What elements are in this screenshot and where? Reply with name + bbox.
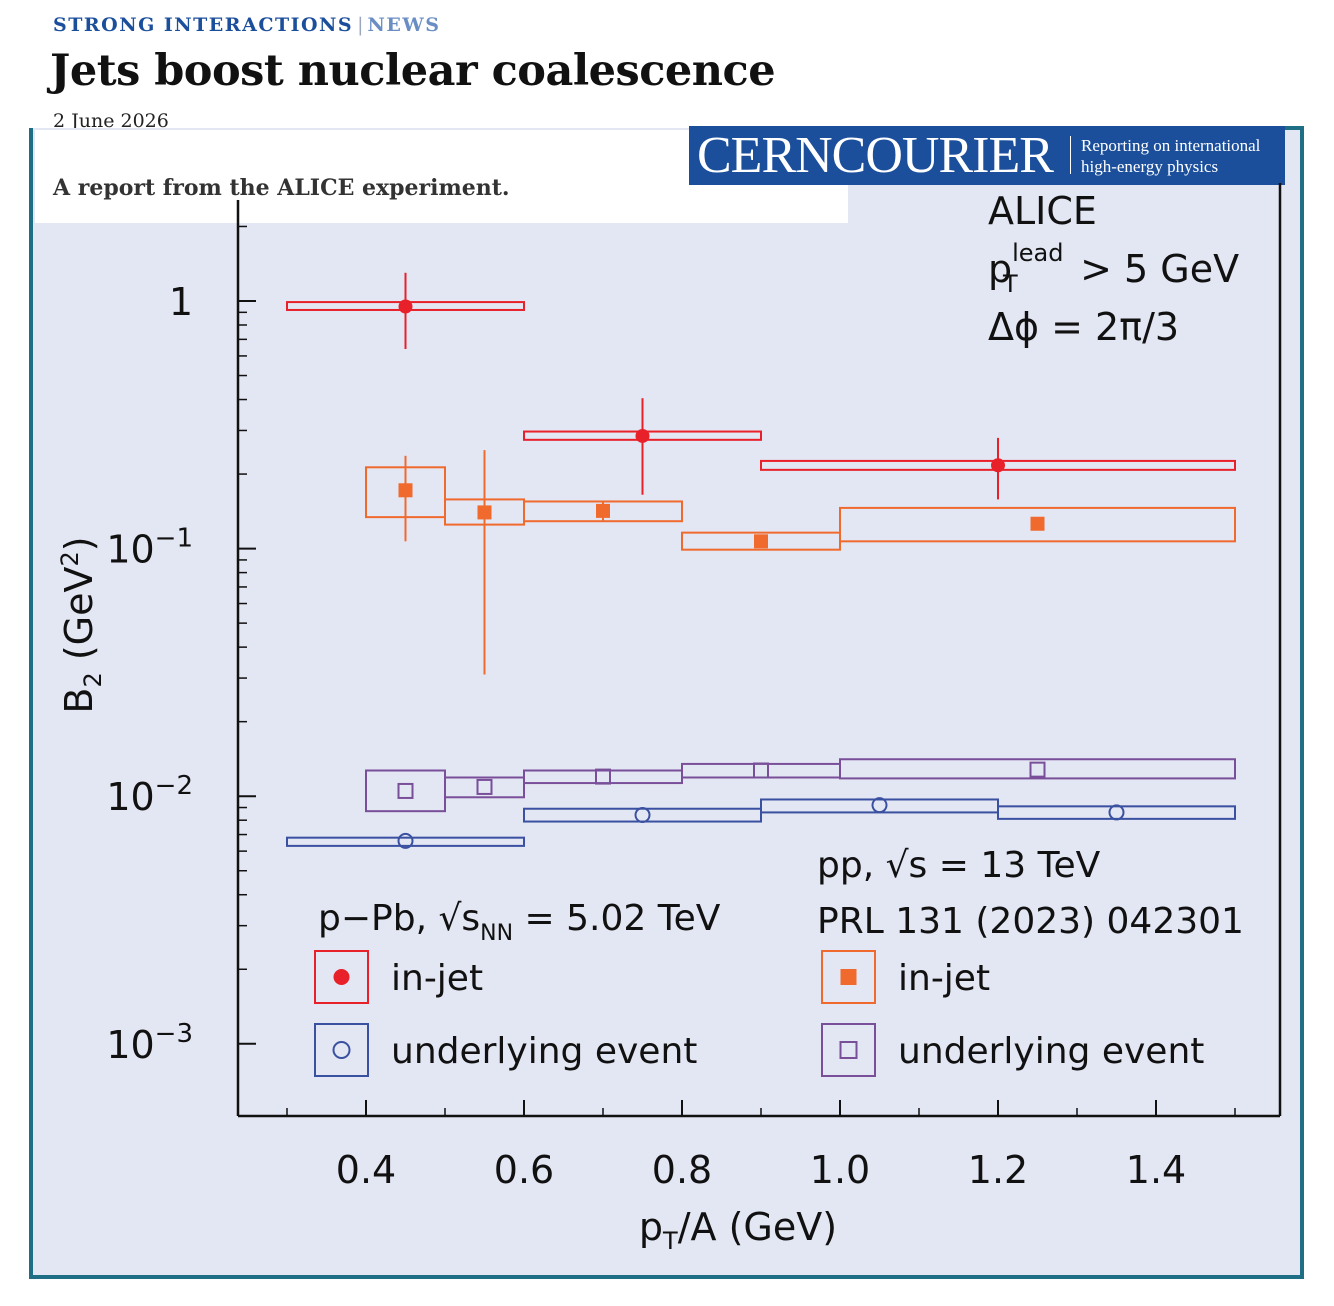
syst-box (444, 776, 525, 799)
dphi-label: Δϕ = 2π/3 (988, 305, 1179, 349)
x-tick-label: 1.0 (810, 1148, 870, 1192)
logo-tagline: Reporting on international high-energy ph… (1081, 136, 1261, 176)
data-point (1030, 516, 1045, 531)
legend-entry-pp_injet: in-jet (821, 950, 990, 1004)
legend-entry-pPb_ue: underlying event (314, 1023, 697, 1077)
y-tick-label: 10−1 (106, 524, 193, 572)
syst-box (997, 805, 1236, 820)
data-point (753, 762, 769, 779)
data-point (1108, 804, 1125, 821)
data-point (397, 832, 414, 849)
category-link[interactable]: STRONG INTERACTIONS (53, 14, 354, 36)
experiment-label: ALICE (988, 189, 1097, 233)
data-point (635, 428, 650, 443)
pp-system-label: pp, √s = 13 TeV (817, 845, 1101, 886)
logo-divider (1070, 136, 1071, 174)
figure-frame-corner (1283, 126, 1304, 130)
series-pPb_ue (286, 797, 1236, 849)
legend-marker (333, 969, 350, 985)
ppb-system-label: p−Pb, √sNN = 5.02 TeV (318, 898, 721, 946)
legend-marker (839, 1041, 858, 1059)
y-tick-label: 10−2 (106, 771, 193, 819)
data-point (991, 458, 1005, 473)
x-tick-label: 1.2 (968, 1148, 1028, 1192)
series-pp_ue (365, 758, 1236, 813)
data-point (634, 806, 651, 823)
legend-swatch-box (821, 1023, 876, 1077)
data-point (871, 797, 888, 814)
kicker-separator: | (357, 14, 364, 36)
legend-label: in-jet (391, 958, 483, 999)
data-point (595, 768, 611, 785)
legend-entry-pPb_injet: in-jet (314, 950, 483, 1004)
logo-wordmark: CERNCOURIER (697, 127, 1054, 184)
syst-box (839, 758, 1236, 780)
data-point (398, 483, 413, 498)
series-pPb_injet (286, 272, 1236, 500)
x-axis-title: pT/A (GeV) (639, 1205, 837, 1255)
lead-cut-label: plead T > 5 GeV (988, 239, 1239, 298)
y-tick-label: 1 (169, 280, 193, 324)
data-point (754, 534, 768, 549)
legend-marker (332, 1041, 351, 1059)
cern-courier-logo[interactable]: CERNCOURIER Reporting on international hi… (689, 126, 1285, 185)
data-point (397, 782, 414, 799)
legend-label: underlying event (391, 1031, 697, 1072)
x-tick-label: 0.8 (652, 1148, 712, 1192)
data-point (596, 503, 610, 518)
syst-box (523, 769, 683, 785)
article-kicker: STRONG INTERACTIONS | NEWS (53, 14, 440, 36)
legend-entry-pp_ue: underlying event (821, 1023, 1204, 1077)
y-axis-title: B2 (GeV2) (56, 536, 107, 713)
article-date: 2 June 2026 (53, 110, 169, 132)
article-standfirst: A report from the ALICE experiment. (53, 175, 510, 201)
legend-marker (840, 969, 857, 985)
syst-box (365, 769, 446, 813)
legend-swatch-box (314, 950, 369, 1004)
legend-swatch-box (314, 1023, 369, 1077)
syst-box (286, 836, 525, 847)
syst-box (681, 762, 841, 779)
legend-label: underlying event (898, 1031, 1204, 1072)
legend-swatch-box (821, 950, 876, 1004)
legend-label: in-jet (898, 958, 990, 999)
syst-box (760, 798, 999, 814)
x-tick-label: 1.4 (1126, 1148, 1186, 1192)
syst-box (523, 807, 762, 823)
data-point (477, 505, 492, 520)
figure-frame (29, 128, 1304, 1279)
x-tick-label: 0.4 (336, 1148, 396, 1192)
pp-reference-label: PRL 131 (2023) 042301 (817, 901, 1244, 942)
data-point (1029, 761, 1046, 778)
article-title: Jets boost nuclear coalescence (50, 46, 776, 96)
y-tick-label: 10−3 (106, 1019, 193, 1067)
data-point (398, 299, 413, 314)
series-pp_injet (365, 450, 1236, 675)
section-link[interactable]: NEWS (367, 14, 441, 36)
syst-box (839, 506, 1236, 543)
data-point (476, 778, 493, 795)
x-tick-label: 0.6 (494, 1148, 554, 1192)
